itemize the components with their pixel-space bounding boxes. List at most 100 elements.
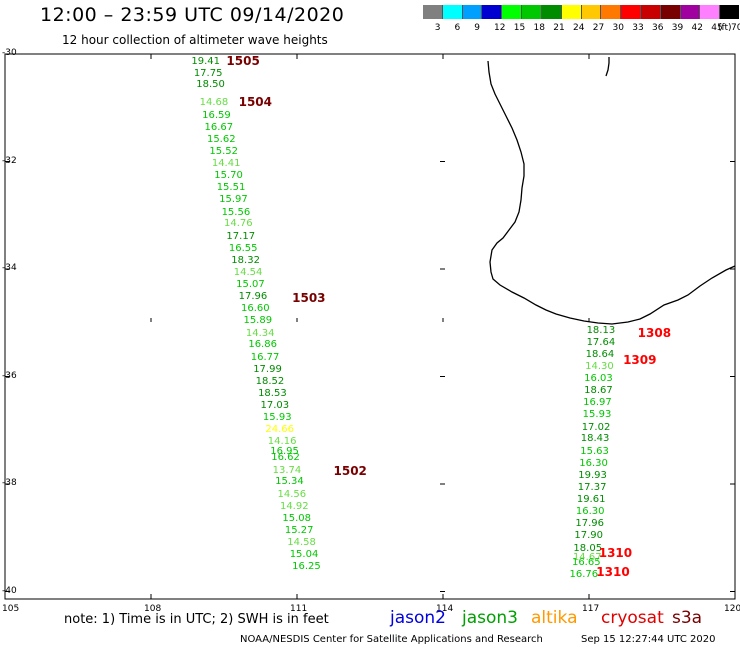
- legend-label: 39: [671, 23, 684, 33]
- footer-credit: NOAA/NESDIS Center for Satellite Applica…: [240, 634, 543, 645]
- orbit-pass-label: 1310: [596, 564, 630, 579]
- wave-height-value: 14.54: [233, 266, 263, 278]
- wave-height-value: 15.56: [221, 206, 251, 218]
- wave-height-value: 16.77: [250, 351, 280, 363]
- wave-height-value: 17.03: [260, 400, 290, 412]
- wave-height-value: 16.60: [241, 303, 270, 315]
- color-legend-bar: [423, 5, 739, 19]
- legend-label: 36: [652, 23, 664, 33]
- wave-height-value: 16.55: [228, 242, 258, 254]
- orbit-pass-label: 1308: [637, 325, 672, 340]
- wave-height-value: 14.56: [277, 488, 307, 500]
- wave-height-value: 15.97: [219, 194, 248, 206]
- wave-height-value: 15.34: [275, 476, 304, 488]
- australia-coastline: [487, 60, 736, 325]
- legend-swatch: [639, 5, 660, 19]
- legend-label: 30: [612, 23, 624, 33]
- legend-label: (ft): [718, 23, 732, 33]
- latitude-label: -34: [2, 263, 17, 273]
- wave-height-value: 15.51: [216, 182, 246, 194]
- orbit-pass-label: 1309: [623, 353, 657, 368]
- wave-height-value: 16.65: [571, 557, 601, 568]
- legend-swatch: [501, 5, 522, 19]
- latitude-label: -32: [2, 155, 17, 166]
- wave-height-value: 14.16: [267, 436, 297, 448]
- legend-swatch: [521, 5, 541, 19]
- wave-height-value: 14.68: [199, 97, 229, 109]
- orbit-pass-label: 1504: [238, 95, 272, 110]
- wave-height-value: 16.30: [575, 505, 605, 517]
- legend-label: 33: [632, 23, 644, 33]
- wave-height-value: 17.96: [238, 290, 268, 302]
- wave-height-value: 15.27: [284, 524, 314, 536]
- footer-timestamp: Sep 15 12:27:44 UTC 2020: [581, 634, 716, 645]
- legend-swatch: [679, 5, 700, 19]
- wave-height-value: 17.99: [253, 363, 282, 375]
- legend-label: 15: [513, 23, 526, 33]
- wave-height-value: 16.03: [584, 373, 613, 385]
- legend-label: 24: [573, 23, 585, 33]
- wave-height-value: 16.76: [569, 569, 599, 581]
- wave-height-value: 15.04: [289, 548, 319, 560]
- wave-height-value: 24.66: [265, 424, 294, 436]
- legend-label: 21: [553, 23, 565, 33]
- wave-height-value: 18.67: [584, 385, 613, 396]
- legend-swatch: [600, 5, 621, 19]
- wave-height-value: 17.90: [574, 530, 604, 542]
- wave-height-value: 18.43: [580, 433, 610, 445]
- wave-height-value: 15.52: [209, 145, 239, 157]
- wave-height-value: 17.64: [586, 336, 616, 348]
- legend-label: 45: [711, 23, 723, 33]
- wave-height-value: 16.25: [292, 561, 321, 573]
- orbit-pass-label: 1502: [333, 464, 367, 479]
- map-frame: [4, 53, 736, 600]
- wave-height-value: 14.30: [585, 360, 614, 372]
- wave-height-value: 17.02: [581, 421, 611, 433]
- legend-swatch: [699, 5, 720, 19]
- legend-swatch: [481, 5, 502, 19]
- footer-note: note: 1) Time is in UTC; 2) SWH is in fe…: [64, 612, 329, 627]
- orbit-pass-label: 1310: [598, 545, 633, 560]
- legend-label: 18: [533, 23, 545, 33]
- satellite-jason3-label: jason3: [462, 608, 518, 628]
- wave-height-value: 14.34: [245, 327, 275, 339]
- wave-height-value: 15.93: [582, 409, 612, 421]
- legend-label: 70: [731, 23, 740, 33]
- wave-height-value: 19.93: [578, 469, 607, 481]
- latitude-label: -40: [2, 585, 17, 596]
- wave-height-value: 18.53: [258, 387, 287, 399]
- legend-label: 12: [494, 23, 506, 33]
- legend-swatch: [540, 5, 561, 19]
- longitude-label: 120: [724, 604, 740, 614]
- satellite-jason2-label: jason2: [390, 608, 446, 628]
- island-outline: [605, 57, 610, 77]
- wave-height-value: 15.63: [580, 445, 609, 457]
- wave-height-value: 15.89: [243, 315, 273, 327]
- wave-height-value: 18.50: [196, 79, 225, 91]
- legend-swatch: [441, 5, 462, 19]
- legend-label: 3: [434, 23, 441, 33]
- wave-height-value: 16.62: [271, 452, 300, 464]
- wave-height-value: 17.96: [575, 518, 604, 530]
- longitude-label: 108: [144, 604, 162, 614]
- satellite-s3a-label: s3a: [672, 608, 703, 628]
- wave-height-value: 16.67: [204, 121, 234, 133]
- orbit-pass-label: 1503: [292, 290, 326, 305]
- wave-height-value: 18.32: [231, 254, 260, 266]
- page-subtitle: 12 hour collection of altimeter wave hei…: [62, 33, 328, 47]
- wave-height-value: 15.07: [236, 279, 265, 291]
- legend-label: 6: [454, 23, 461, 33]
- wave-height-value: 18.64: [585, 349, 615, 360]
- wave-height-value: 15.62: [206, 134, 236, 145]
- wave-height-value: 19.61: [576, 494, 606, 506]
- legend-swatch: [423, 5, 442, 19]
- wave-height-value: 16.59: [202, 109, 231, 121]
- map-ticks: [4, 53, 736, 599]
- wave-height-value: 18.52: [255, 375, 285, 387]
- wave-height-value: 14.41: [211, 158, 241, 170]
- longitude-label: 111: [290, 604, 308, 614]
- latitude-label: -38: [2, 478, 17, 488]
- wave-height-value: 14.92: [279, 500, 309, 512]
- legend-swatch: [560, 5, 581, 19]
